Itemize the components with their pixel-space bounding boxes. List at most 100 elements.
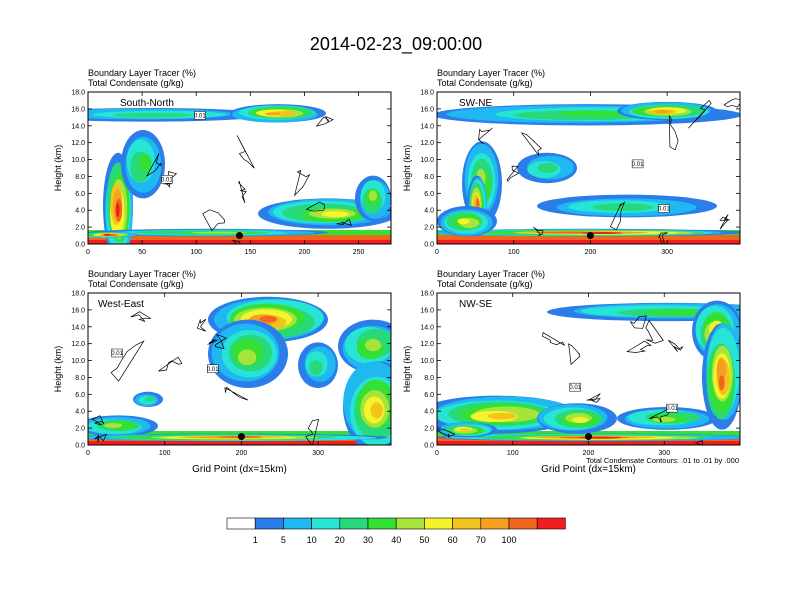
plot-frame: [87, 292, 392, 446]
tracer-blob: [488, 412, 517, 420]
location-marker: [236, 232, 243, 240]
y-tick-label: 8.0: [75, 375, 85, 382]
y-tick-label: 12.0: [71, 140, 85, 147]
y-tick-label: 2.0: [424, 426, 434, 433]
y-tick-label: 12.0: [71, 341, 85, 348]
tracer-blob: [716, 357, 727, 383]
y-tick-label: 0.0: [75, 242, 85, 249]
colorbar-label: 10: [307, 535, 317, 545]
tracer-blob: [112, 112, 193, 118]
y-tick-label: 8.0: [75, 174, 85, 181]
contour-label-box: [666, 403, 678, 413]
y-tick-label: 10.0: [420, 358, 434, 365]
colorbar-box: [452, 517, 482, 530]
x-tick-label: 200: [236, 450, 248, 457]
panel-name-label: SW-NE: [459, 98, 492, 109]
y-tick-label: 14.0: [420, 123, 434, 130]
tracer-blob: [457, 218, 470, 225]
y-tick-label: 18.0: [420, 90, 434, 97]
condensate-contour: [658, 232, 668, 244]
tracer-blob: [370, 402, 383, 419]
heatmap-area: 0.01 0.01: [88, 293, 391, 445]
axes: 0.0 2.0 4.0 6.0 8.0 10.0 12.0 14.0 16.0 18.0 0 50 10…: [53, 90, 392, 256]
contour-label: 0.01: [194, 113, 206, 119]
tracer-blob: [237, 349, 257, 366]
axes: 0.0 2.0 4.0 6.0 8.0 10.0 12.0 14.0 16.0 18.0 0 100 2…: [53, 291, 392, 475]
condensate-contour: [231, 239, 241, 244]
tracer-blob: [365, 338, 382, 352]
x-axis-label: Grid Point (dx=15km): [192, 464, 287, 475]
y-axis-label: Height (km): [53, 145, 63, 192]
x-tick-label: 300: [661, 249, 673, 256]
panel-subtitle-1: Boundary Layer Tracer (%): [437, 68, 545, 78]
condensate-contour: [207, 339, 219, 345]
panel-subtitle-1: Boundary Layer Tracer (%): [437, 269, 545, 279]
colorbar-box: [311, 517, 341, 530]
panel-subtitle-2: Total Condensate (g/kg): [88, 279, 184, 289]
condensate-contour: [110, 340, 145, 382]
condensate-contour: [163, 171, 178, 188]
x-tick-label: 150: [244, 249, 256, 256]
x-tick-label: 0: [435, 249, 439, 256]
tracer-blob: [718, 375, 725, 391]
y-tick-label: 16.0: [420, 307, 434, 314]
location-marker: [585, 433, 592, 441]
condensate-contour: [719, 214, 730, 230]
y-tick-label: 2.0: [75, 426, 85, 433]
tracer-blob: [580, 232, 623, 235]
condensate-contour: [586, 393, 601, 403]
condensate-contour: [533, 226, 544, 236]
colorbar-label: 40: [391, 535, 401, 545]
y-tick-label: 0.0: [424, 443, 434, 450]
colorbar-box: [536, 517, 566, 530]
tracer-blob: [265, 112, 281, 116]
y-tick-label: 6.0: [424, 191, 434, 198]
tracer-blob: [476, 198, 480, 207]
y-axis-label: Height (km): [53, 346, 63, 393]
contour-label: 0.01: [111, 351, 123, 357]
condensate-contour: [91, 415, 105, 426]
colorbar-box: [395, 517, 425, 530]
colorbar-label: 1: [253, 535, 258, 545]
condensate-contour: [506, 165, 520, 183]
tracer-blob: [309, 359, 323, 376]
condensate-contour: [305, 201, 325, 212]
y-tick-label: 12.0: [420, 341, 434, 348]
y-tick-label: 16.0: [71, 106, 85, 113]
y-tick-label: 8.0: [424, 174, 434, 181]
y-tick-label: 4.0: [75, 409, 85, 416]
colorbar-box: [367, 517, 397, 530]
x-tick-label: 300: [312, 450, 324, 457]
tracer-blob: [103, 423, 123, 428]
colorbar-box: [508, 517, 538, 530]
colorbar-box: [283, 517, 312, 530]
condensate-contour: [336, 218, 352, 226]
tracer-blob: [259, 315, 277, 323]
surface-band: [437, 240, 740, 244]
location-marker: [586, 232, 594, 240]
y-tick-label: 14.0: [71, 123, 85, 130]
condensate-contour: [649, 406, 674, 423]
x-axis-label: Grid Point (dx=15km): [541, 464, 636, 475]
panel-subtitle-1: Boundary Layer Tracer (%): [88, 68, 196, 78]
tracer-blob: [368, 190, 378, 202]
axes: 0.0 2.0 4.0 6.0 8.0 10.0 12.0 14.0 16.0 18.0 0 100 2…: [402, 291, 741, 475]
x-tick-label: 200: [299, 249, 311, 256]
condensate-contour: [668, 339, 684, 352]
condensate-contour: [668, 114, 679, 151]
axes: 0.0 2.0 4.0 6.0 8.0 10.0 12.0 14.0 16.0 18.0 0 100 2…: [402, 90, 741, 256]
y-tick-label: 10.0: [71, 358, 85, 365]
y-tick-label: 14.0: [71, 324, 85, 331]
condensate-contour: [94, 433, 107, 442]
condensate-contour: [478, 127, 493, 144]
contour-label: 0.01: [161, 177, 173, 183]
y-tick-label: 0.0: [75, 443, 85, 450]
x-tick-label: 100: [507, 450, 519, 457]
condensate-contour: [158, 356, 183, 372]
contour-label-box: [658, 204, 670, 213]
condensate-contour: [238, 180, 247, 204]
figure-title: 2014-02-23_09:00:00: [310, 34, 482, 55]
contour-label: 0.01: [632, 162, 644, 168]
condensate-contour: [609, 201, 626, 231]
